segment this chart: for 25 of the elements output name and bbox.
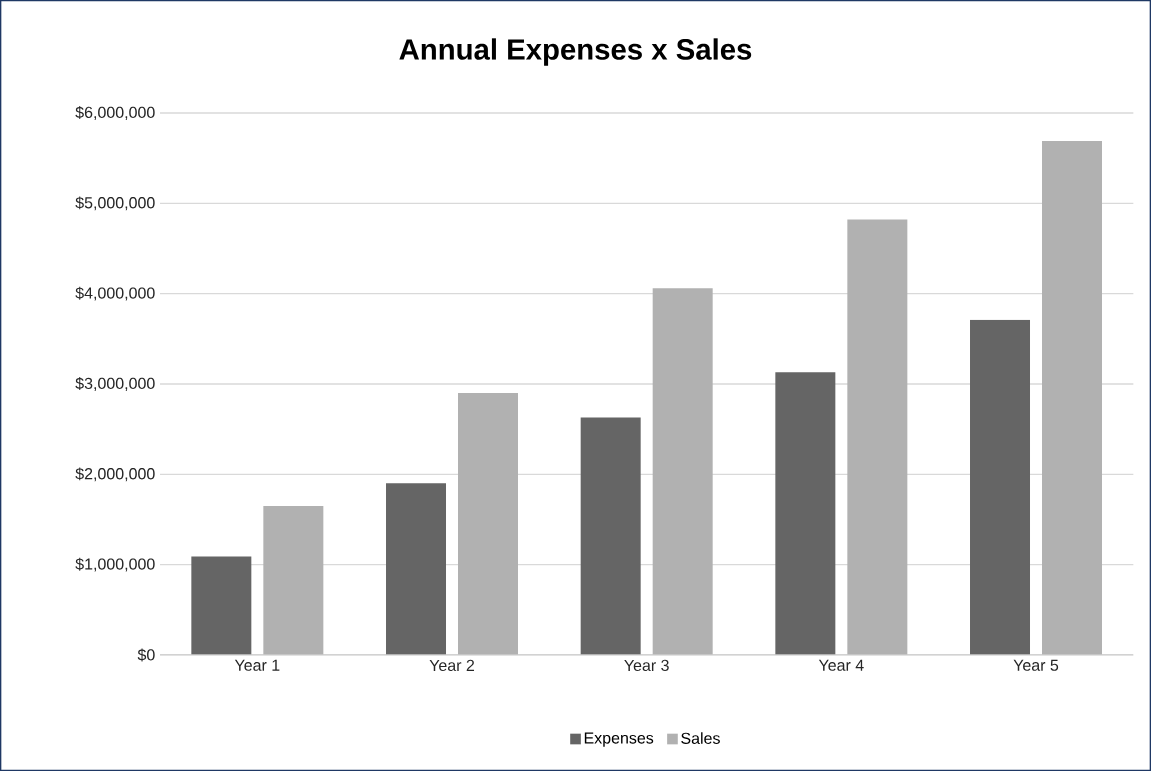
bar — [263, 505, 324, 655]
y-tick-label: $3,000,000 — [75, 377, 155, 391]
x-tick-label: Year 1 — [234, 659, 280, 671]
bar — [970, 319, 1031, 655]
y-tick-label: $1,000,000 — [75, 557, 155, 572]
bar — [652, 288, 713, 655]
bar — [775, 372, 836, 655]
bar — [191, 556, 252, 655]
y-tick-label: $4,000,000 — [75, 286, 155, 301]
x-tick-label: Year 2 — [429, 659, 475, 672]
y-tick-label: $0 — [137, 648, 155, 662]
bar — [1042, 141, 1103, 655]
x-tick-label: Year 3 — [624, 659, 669, 672]
y-tick-label: $6,000,000 — [75, 106, 155, 120]
x-tick-label: Year 4 — [818, 659, 864, 671]
legend-label: Expenses — [584, 732, 654, 747]
bar — [847, 219, 908, 655]
bar — [580, 417, 641, 655]
bar — [458, 393, 519, 655]
chart-title: Annual Expenses x Sales — [399, 38, 752, 66]
legend-label: Sales — [681, 732, 720, 744]
y-tick-label: $5,000,000 — [75, 196, 155, 211]
bar — [386, 483, 447, 655]
y-tick-label: $2,000,000 — [75, 467, 155, 482]
x-tick-label: Year 5 — [1013, 659, 1059, 671]
